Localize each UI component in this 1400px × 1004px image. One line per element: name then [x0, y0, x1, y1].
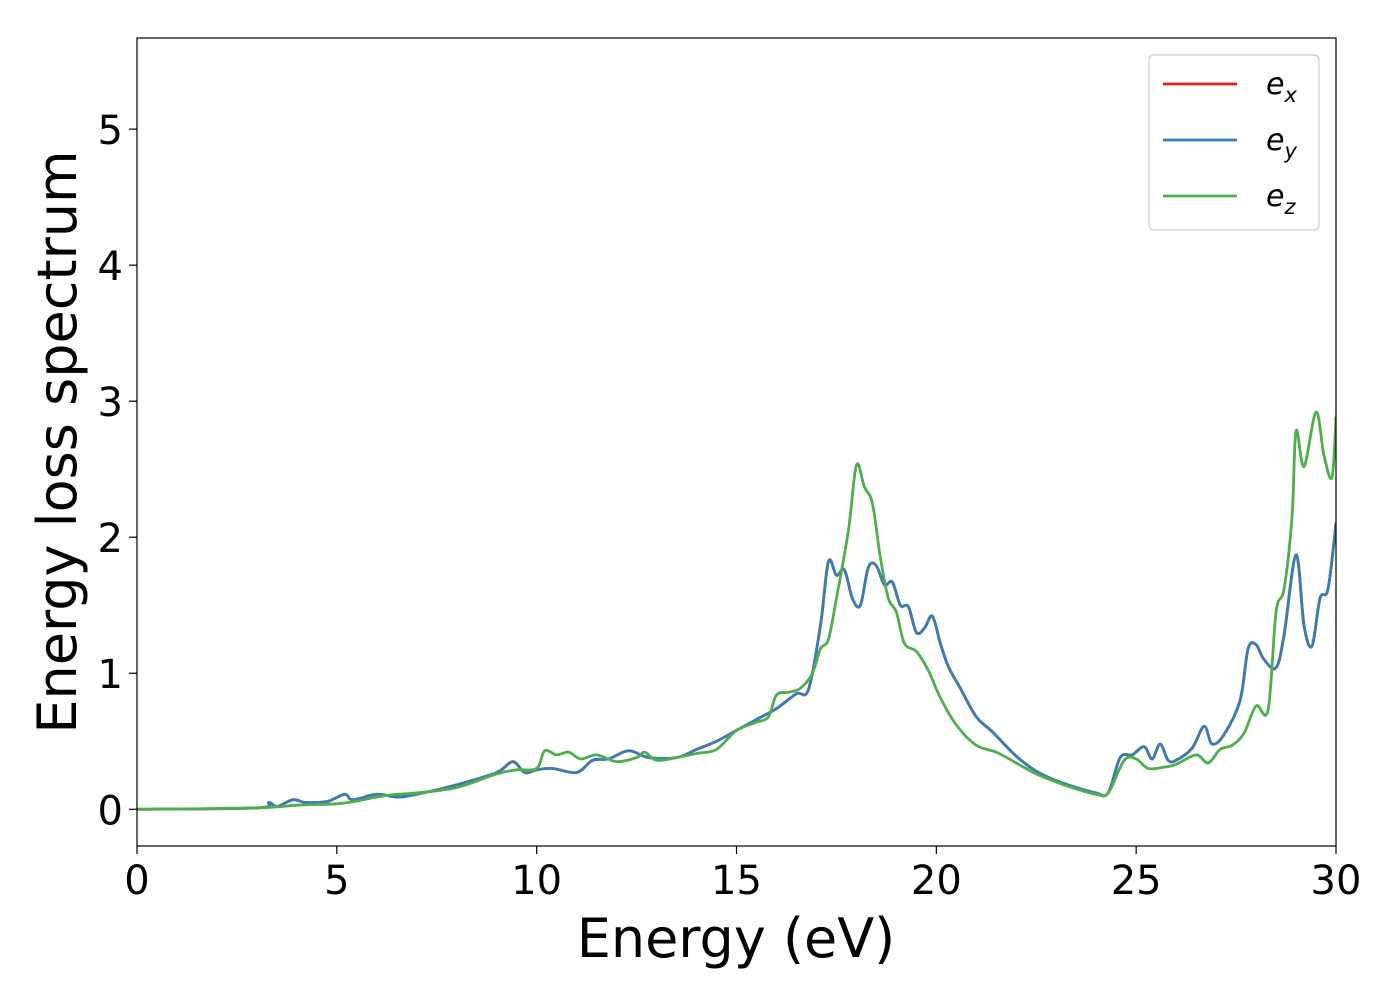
x-tick-label: 30: [1311, 858, 1362, 904]
y-axis-label: Energy loss spectrum: [26, 150, 89, 733]
x-tick-label: 10: [511, 858, 562, 904]
x-tick-label: 25: [1111, 858, 1162, 904]
legend-box: [1148, 54, 1320, 231]
x-tick-label: 20: [911, 858, 962, 904]
y-axis-ticks: 0 1 2 3 4 5: [98, 108, 137, 834]
x-tick-label: 0: [124, 858, 149, 904]
y-tick-label: 1: [98, 652, 123, 698]
x-tick-label: 5: [324, 858, 349, 904]
x-axis-label: Energy (eV): [577, 907, 896, 970]
series-line-e-z: [137, 410, 1336, 811]
series-line-e-y: [137, 522, 1336, 811]
legend: ex ey ez: [1148, 54, 1320, 231]
legend-item-e-x: ex: [1163, 67, 1297, 107]
legend-item-e-z: ez: [1163, 179, 1296, 219]
legend-item-e-y: ey: [1163, 123, 1297, 163]
legend-label: ey: [1266, 123, 1297, 163]
y-tick-label: 0: [98, 788, 123, 834]
legend-label: ez: [1266, 179, 1296, 219]
y-tick-label: 3: [98, 380, 123, 426]
y-tick-label: 5: [98, 108, 123, 154]
series-layer: [137, 410, 1336, 811]
y-tick-label: 4: [98, 244, 123, 290]
y-tick-label: 2: [98, 516, 123, 562]
x-tick-label: 15: [711, 858, 762, 904]
legend-label: ex: [1266, 67, 1297, 107]
x-axis-ticks: 0 5 10 15 20 25 30: [124, 846, 1361, 904]
series-line-e-x: [137, 522, 1336, 811]
